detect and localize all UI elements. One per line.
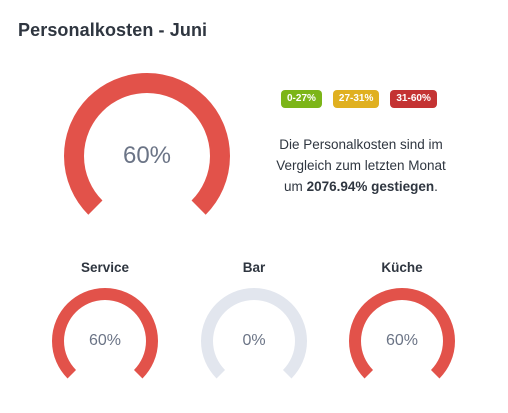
main-gauge-value: 60%: [122, 142, 172, 169]
service-label: Service: [80, 260, 130, 275]
badge-range-mid: 27-31%: [332, 90, 380, 108]
main-gauge: 60%: [62, 72, 232, 232]
badge-range-low: 0-27%: [281, 90, 322, 108]
badge-range-high: 31-60%: [390, 90, 437, 108]
kueche-gauge: 60%: [345, 284, 459, 390]
change-direction: gestiegen: [371, 179, 435, 194]
bar-gauge-graphic: [201, 288, 307, 379]
bar-label: Bar: [242, 260, 266, 275]
comparison-text-end: .: [434, 179, 438, 194]
service-gauge: 60%: [48, 284, 162, 390]
main-gauge-arc: [64, 73, 230, 215]
kueche-gauge-graphic: [349, 288, 455, 379]
service-gauge-value: 60%: [88, 332, 122, 349]
comparison-text: Die Personalkosten sind im Vergleich zum…: [270, 134, 452, 197]
service-gauge-graphic: [52, 288, 158, 379]
kueche-label: Küche: [381, 260, 423, 275]
bar-gauge-value: 0%: [242, 332, 266, 349]
bar-gauge: 0%: [197, 284, 311, 390]
card-title: Personalkosten - Juni: [18, 20, 208, 40]
bar-gauge-arc: [201, 288, 307, 379]
change-value: 2076.94%: [306, 179, 368, 194]
kueche-gauge-arc: [349, 288, 455, 379]
range-legend: 0-27% 27-31% 31-60%: [281, 90, 437, 108]
service-gauge-arc: [52, 288, 158, 379]
comparison-text-start: Die Personalkosten sind im Vergleich zum…: [276, 137, 446, 194]
kueche-gauge-value: 60%: [385, 332, 419, 349]
main-gauge-graphic: [64, 73, 230, 215]
